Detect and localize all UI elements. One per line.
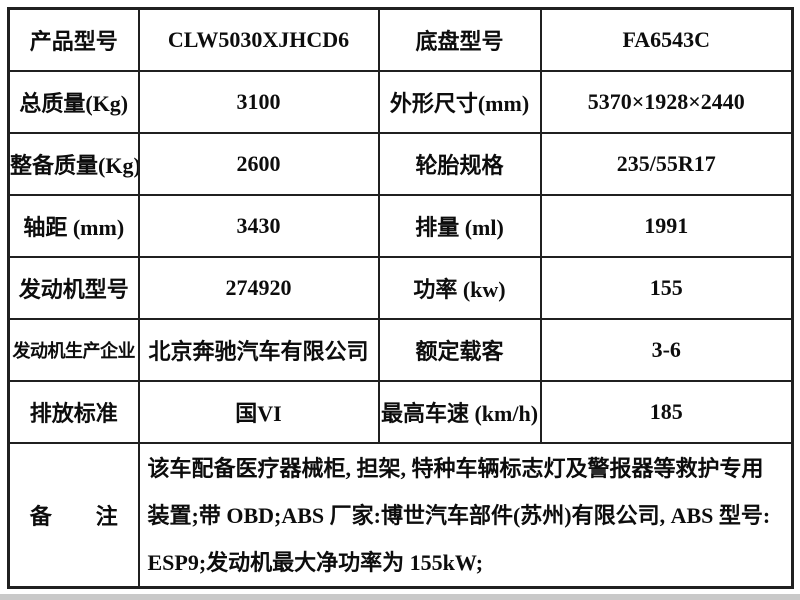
table-row: 轴距 (mm) 3430 排量 (ml) 1991	[7, 193, 794, 258]
value-power: 155	[539, 255, 794, 320]
label-remark: 备 注	[7, 441, 140, 588]
value-emission-standard: 国VI	[137, 379, 380, 444]
value-remark-text: 该车配备医疗器械柜, 担架, 特种车辆标志灯及警报器等救护专用装置;带 OBD;…	[137, 441, 794, 588]
table-row: 发动机生产企业 北京奔驰汽车有限公司 额定载客 3-6	[7, 317, 794, 382]
label-dimensions: 外形尺寸(mm)	[377, 69, 542, 134]
value-product-model: CLW5030XJHCD6	[137, 7, 380, 72]
vehicle-spec-table: 产品型号 CLW5030XJHCD6 底盘型号 FA6543C 总质量(Kg) …	[7, 7, 794, 589]
value-max-speed: 185	[539, 379, 794, 444]
value-gross-mass: 3100	[137, 69, 380, 134]
label-max-speed: 最高车速 (km/h)	[377, 379, 542, 444]
value-chassis-model: FA6543C	[539, 7, 794, 72]
label-curb-mass: 整备质量(Kg)	[7, 131, 140, 196]
table-row: 排放标准 国VI 最高车速 (km/h) 185	[7, 379, 794, 444]
value-dimensions: 5370×1928×2440	[539, 69, 794, 134]
label-tire-spec: 轮胎规格	[377, 131, 542, 196]
label-wheelbase: 轴距 (mm)	[7, 193, 140, 258]
table-row: 整备质量(Kg) 2600 轮胎规格 235/55R17	[7, 131, 794, 196]
label-engine-manufacturer: 发动机生产企业	[7, 317, 140, 382]
bottom-edge-strip	[0, 594, 800, 600]
label-rated-passengers: 额定载客	[377, 317, 542, 382]
value-displacement: 1991	[539, 193, 794, 258]
label-engine-model: 发动机型号	[7, 255, 140, 320]
label-product-model: 产品型号	[7, 7, 140, 72]
table-row: 总质量(Kg) 3100 外形尺寸(mm) 5370×1928×2440	[7, 69, 794, 134]
label-gross-mass: 总质量(Kg)	[7, 69, 140, 134]
table-row-remark: 备 注 该车配备医疗器械柜, 担架, 特种车辆标志灯及警报器等救护专用装置;带 …	[7, 441, 794, 588]
label-displacement: 排量 (ml)	[377, 193, 542, 258]
value-engine-manufacturer: 北京奔驰汽车有限公司	[137, 317, 380, 382]
value-engine-model: 274920	[137, 255, 380, 320]
table-row: 发动机型号 274920 功率 (kw) 155	[7, 255, 794, 320]
table-row: 产品型号 CLW5030XJHCD6 底盘型号 FA6543C	[7, 7, 794, 72]
value-curb-mass: 2600	[137, 131, 380, 196]
label-power: 功率 (kw)	[377, 255, 542, 320]
value-rated-passengers: 3-6	[539, 317, 794, 382]
label-chassis-model: 底盘型号	[377, 7, 542, 72]
label-emission-standard: 排放标准	[7, 379, 140, 444]
value-wheelbase: 3430	[137, 193, 380, 258]
value-tire-spec: 235/55R17	[539, 131, 794, 196]
